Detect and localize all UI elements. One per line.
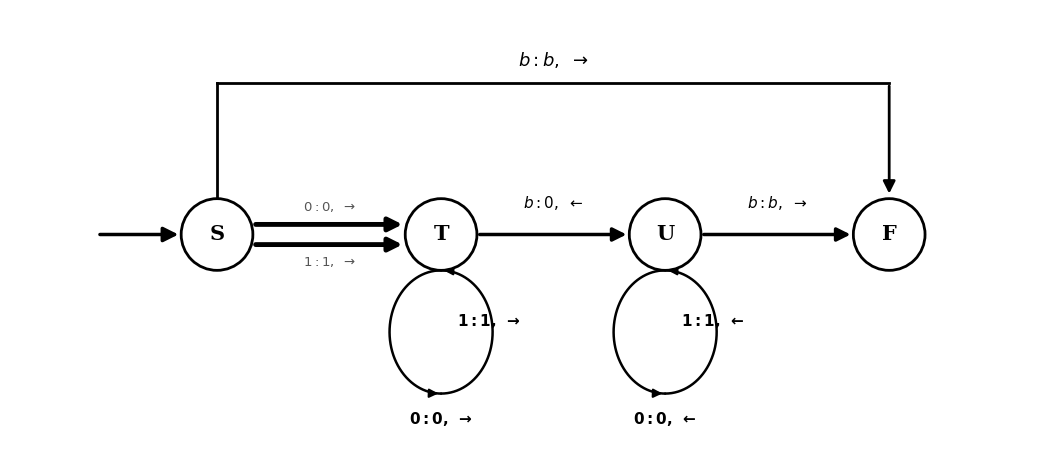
- Circle shape: [181, 199, 252, 270]
- Text: F: F: [882, 225, 897, 244]
- Text: $b : 0,\ \leftarrow$: $b : 0,\ \leftarrow$: [523, 194, 583, 212]
- Text: $\mathbf{0 : 0,\ \leftarrow}$: $\mathbf{0 : 0,\ \leftarrow}$: [633, 410, 697, 428]
- Text: $\mathbf{1 : 1,\ \leftarrow}$: $\mathbf{1 : 1,\ \leftarrow}$: [681, 312, 745, 330]
- Text: $0 : 0,\ \rightarrow$: $0 : 0,\ \rightarrow$: [302, 200, 355, 214]
- Circle shape: [405, 199, 477, 270]
- Text: S: S: [210, 225, 224, 244]
- Text: T: T: [433, 225, 449, 244]
- Text: $\mathbf{1 : 1,\ \rightarrow}$: $\mathbf{1 : 1,\ \rightarrow}$: [456, 312, 521, 330]
- Text: $\mathbf{0 : 0,\ \rightarrow}$: $\mathbf{0 : 0,\ \rightarrow}$: [409, 410, 473, 428]
- Text: U: U: [656, 225, 674, 244]
- Text: $b : b,\ \rightarrow$: $b : b,\ \rightarrow$: [517, 50, 588, 70]
- Circle shape: [853, 199, 925, 270]
- Circle shape: [630, 199, 701, 270]
- Text: $1 : 1,\ \rightarrow$: $1 : 1,\ \rightarrow$: [302, 255, 355, 269]
- Text: $b : b,\ \rightarrow$: $b : b,\ \rightarrow$: [747, 194, 807, 212]
